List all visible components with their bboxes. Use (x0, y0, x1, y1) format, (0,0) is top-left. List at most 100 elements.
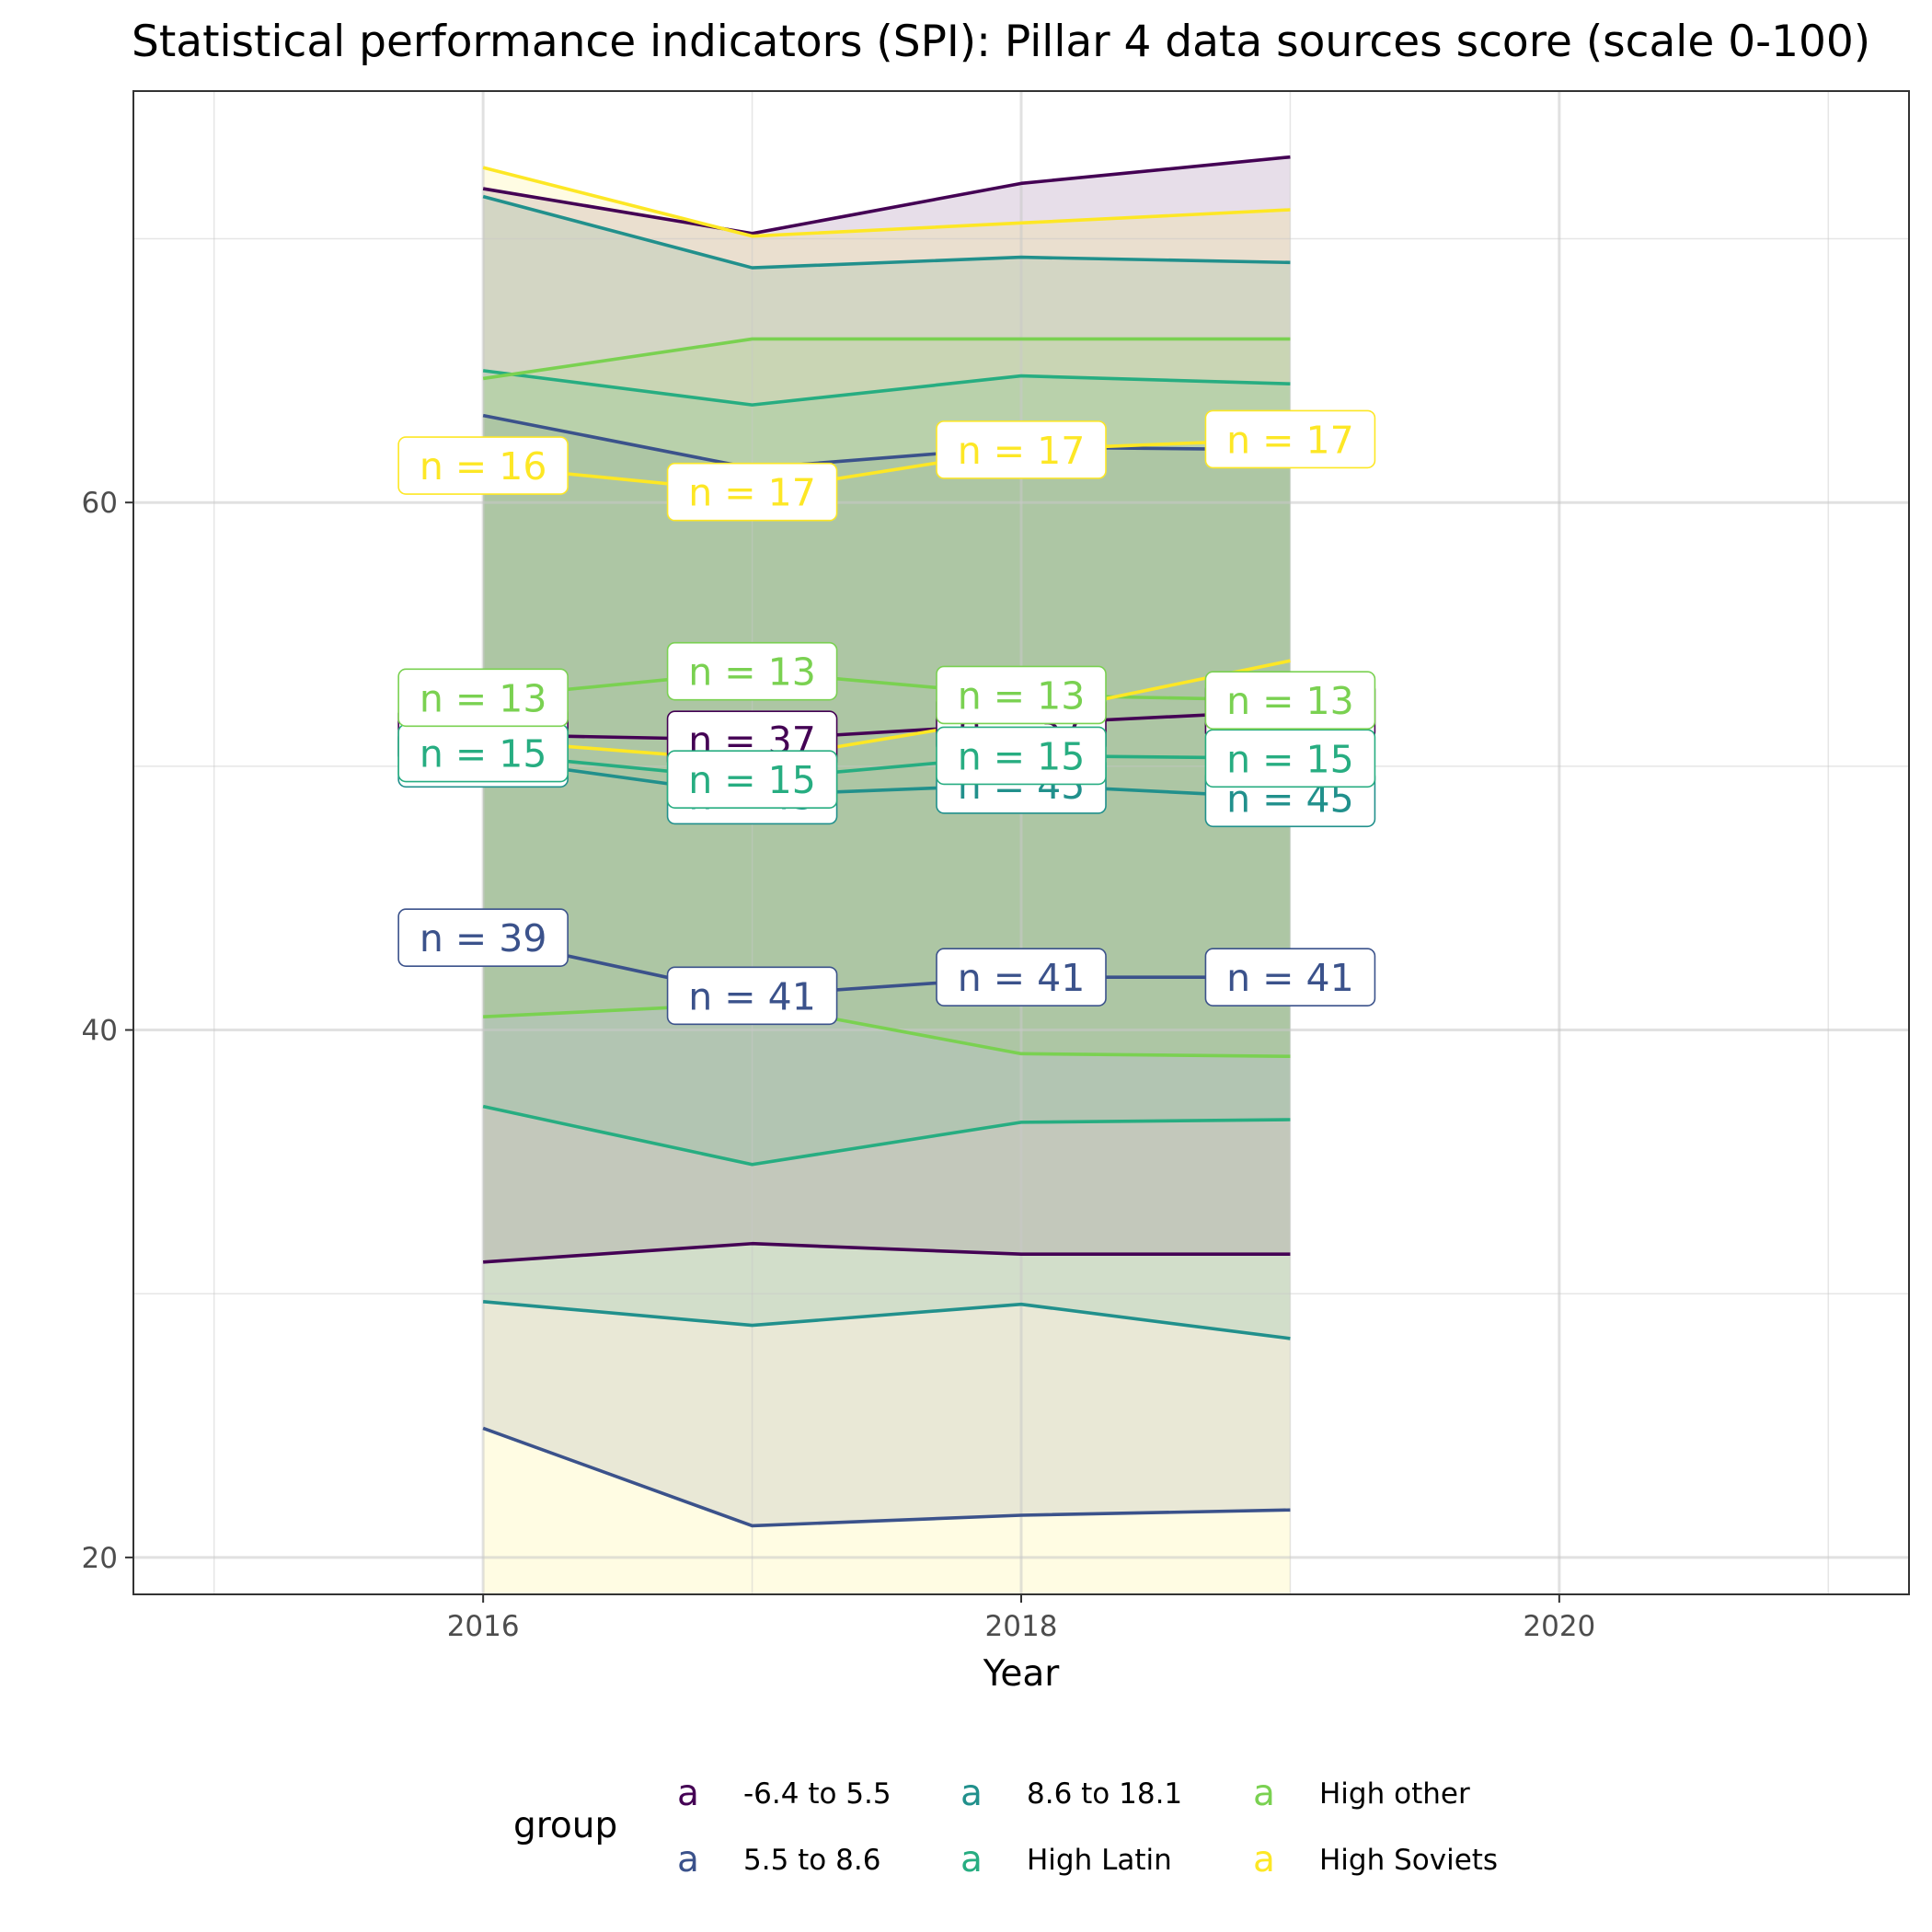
n-label-text: n = 13 (958, 673, 1086, 718)
n-label-text: n = 13 (1226, 679, 1354, 723)
n-label-high-other: n = 13 (397, 668, 569, 728)
n-label-box (936, 665, 1107, 725)
x-tick-label: 2016 (447, 1610, 520, 1643)
n-label-text: n = 16 (420, 444, 547, 489)
legend-item-high-latin: a High Latin (960, 1839, 1172, 1880)
y-tick-label: 60 (82, 487, 118, 520)
n-label-box (666, 641, 838, 701)
legend-item-high-soviets: a High Soviets (1253, 1839, 1498, 1880)
n-label-high-other: n = 13 (666, 641, 838, 701)
n-label-text: n = 17 (688, 471, 816, 515)
legend-key: a (960, 1773, 983, 1814)
n-label-text: n = 17 (1226, 418, 1354, 462)
n-label-box (666, 750, 838, 810)
upper-line-6-4-to-5-5 (482, 155, 1291, 236)
n-labels-layer: n = 37n = 37n = 37n = 37n = 39n = 41n = … (397, 409, 1376, 1026)
n-label-box (666, 966, 838, 1026)
n-label-text: n = 15 (688, 758, 816, 802)
mean-line-high-soviets (482, 437, 1291, 494)
legend-item-5-5-to-8-6: a 5.5 to 8.6 (677, 1839, 880, 1880)
legend-label: High other (1319, 1777, 1470, 1811)
n-label-5-5-to-8-6: n = 41 (666, 966, 838, 1026)
n-label-high-latin: n = 15 (1204, 729, 1376, 788)
n-label-box (1204, 409, 1376, 469)
y-tick-label: 40 (82, 1015, 118, 1048)
upper-line-high-soviets (482, 166, 1291, 238)
y-tick-label: 20 (82, 1542, 118, 1575)
legend-item-8-6-to-18-1: a 8.6 to 18.1 (960, 1773, 1182, 1814)
n-label-high-latin: n = 15 (666, 750, 838, 810)
n-label-high-other: n = 13 (1204, 671, 1376, 730)
legend-item-high-other: a High other (1253, 1773, 1470, 1814)
mean-line-6-4-to-5-5 (483, 708, 1291, 742)
n-label-box (936, 726, 1107, 786)
n-label-box (666, 462, 838, 522)
lower-line-8-6-to-18-1 (482, 1300, 1291, 1340)
n-label-box (1204, 948, 1376, 1006)
ribbon-high-soviets (483, 167, 1291, 1595)
n-label-high-soviets: n = 17 (666, 462, 838, 522)
legend-key: a (677, 1839, 699, 1880)
legend-label: High Soviets (1319, 1844, 1498, 1877)
n-label-text: n = 15 (958, 734, 1086, 778)
n-label-5-5-to-8-6: n = 39 (397, 908, 569, 968)
n-label-text: n = 15 (1226, 737, 1354, 781)
grid-layer (133, 91, 1909, 1594)
n-label-text: n = 15 (420, 732, 547, 776)
n-label-high-latin: n = 15 (397, 723, 569, 783)
n-label-text: n = 17 (958, 429, 1086, 473)
legend: group a -6.4 to 5.5 a 5.5 to 8.6 a 8.6 to 18.… (513, 1773, 1498, 1880)
legend-key: a (677, 1773, 699, 1814)
mean-line-8-6-to-18-1 (482, 756, 1291, 800)
mean-line-high-latin (482, 751, 1291, 782)
x-tick-label: 2020 (1523, 1610, 1595, 1643)
lower-line-high-latin (482, 1104, 1291, 1167)
legend-label: High Latin (1027, 1844, 1172, 1877)
lines-layer (482, 155, 1291, 1528)
x-tick-label: 2018 (985, 1610, 1058, 1643)
n-label-high-soviets: n = 16 (397, 436, 569, 495)
n-label-text: n = 41 (688, 974, 816, 1018)
n-label-box (397, 436, 569, 495)
mean-line-high-other (482, 669, 1291, 702)
n-label-box (1204, 729, 1376, 788)
upper-line-high-other (482, 337, 1291, 381)
legend-label: 8.6 to 18.1 (1027, 1777, 1182, 1811)
n-label-high-latin: n = 15 (936, 726, 1107, 786)
n-label-high-other: n = 13 (936, 665, 1107, 725)
n-label-box (397, 668, 569, 728)
mean-line-lower-high-soviets (483, 659, 1291, 763)
n-label-text: n = 41 (1226, 956, 1354, 1000)
upper-line-5-5-to-8-6 (482, 413, 1291, 470)
upper-line-high-latin (482, 369, 1291, 407)
n-label-box (397, 908, 569, 968)
n-label-high-soviets: n = 17 (936, 420, 1107, 479)
legend-item-6-4-to-5-5: a -6.4 to 5.5 (677, 1773, 891, 1814)
mean-line-5-5-to-8-6 (482, 936, 1291, 998)
n-label-5-5-to-8-6: n = 41 (936, 948, 1107, 1006)
n-label-5-5-to-8-6: n = 41 (1204, 948, 1376, 1006)
chart-title: Statistical performance indicators (SPI)… (132, 17, 1870, 67)
legend-label: 5.5 to 8.6 (743, 1844, 880, 1877)
legend-key: a (960, 1839, 983, 1880)
n-label-high-soviets: n = 17 (1204, 409, 1376, 469)
legend-label: -6.4 to 5.5 (743, 1777, 891, 1811)
legend-key: a (1253, 1773, 1275, 1814)
n-label-text: n = 13 (420, 676, 547, 720)
lower-line-5-5-to-8-6 (482, 1426, 1291, 1528)
ribbons-layer (483, 156, 1291, 1595)
lower-line-high-other (483, 1002, 1291, 1058)
n-label-text: n = 41 (958, 956, 1086, 1000)
n-label-text: n = 13 (688, 650, 816, 695)
upper-line-8-6-to-18-1 (482, 194, 1291, 270)
n-label-text: n = 39 (420, 916, 547, 960)
legend-key: a (1253, 1839, 1275, 1880)
x-axis-title: Year (983, 1653, 1061, 1695)
n-label-box (1204, 671, 1376, 730)
n-label-box (936, 420, 1107, 479)
legend-title: group (513, 1805, 617, 1846)
n-label-box (936, 948, 1107, 1006)
lower-line-6-4-to-5-5 (483, 1241, 1291, 1264)
